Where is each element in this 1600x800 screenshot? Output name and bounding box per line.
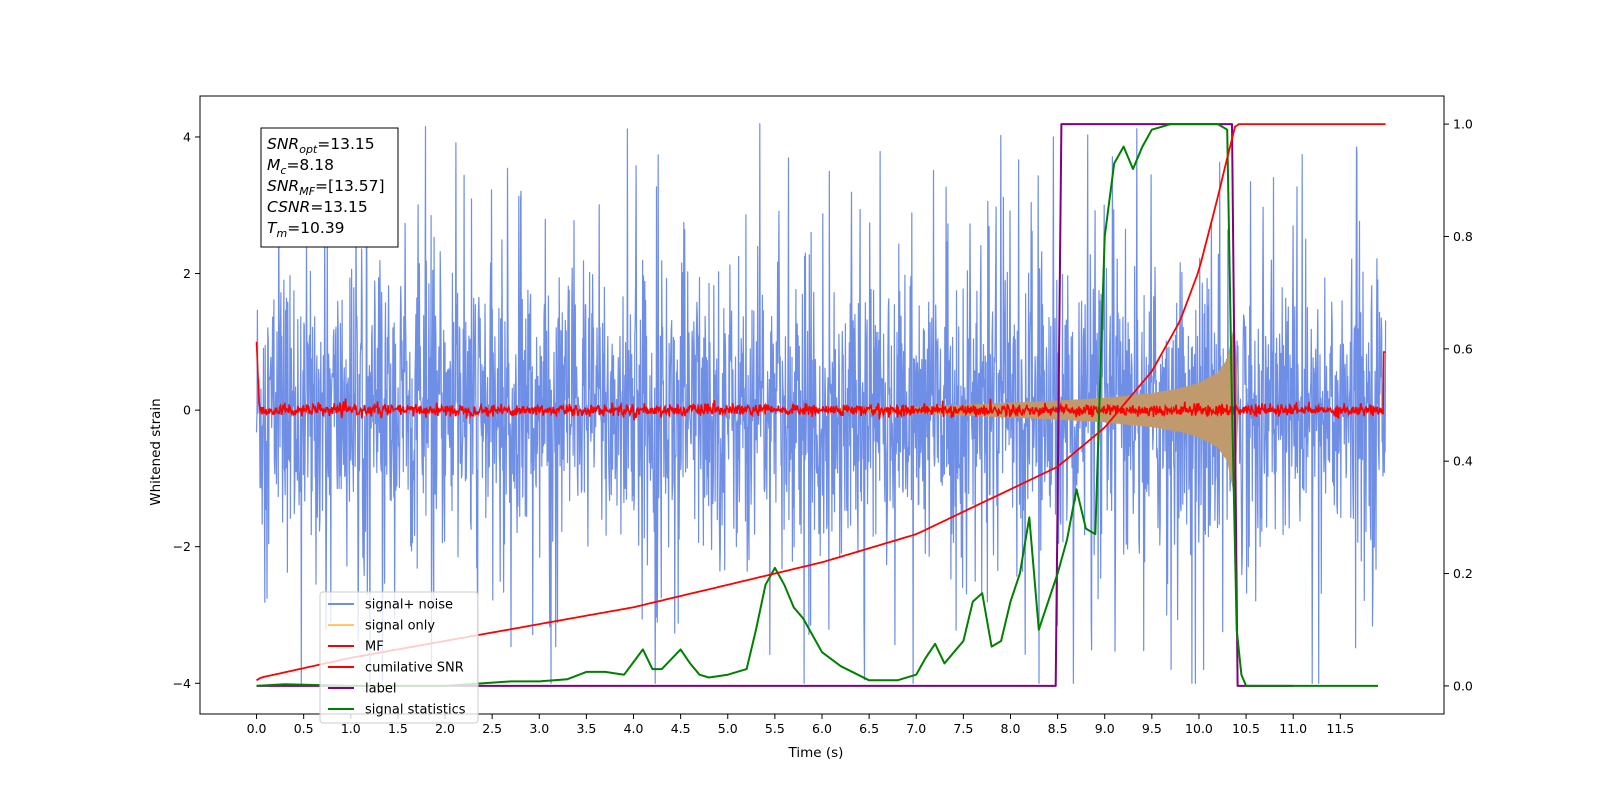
x-tick-label: 1.5 <box>388 721 408 736</box>
x-tick-label: 5.5 <box>765 721 785 736</box>
axes: 0.0 0.5 1.0 1.5 2.0 2.5 3.0 3.5 4.0 4.5 5.0 5.5 6.0 6… <box>173 95 1473 736</box>
y-right-tick-label: 0.8 <box>1453 229 1473 244</box>
x-tick-label: 6.0 <box>812 721 832 736</box>
legend-label: cumilative SNR <box>365 661 464 676</box>
x-tick-label: 4.0 <box>624 721 644 736</box>
x-tick-label: 2.0 <box>435 721 455 736</box>
x-axis-label: Time (s) <box>788 745 844 761</box>
info-box: SNRopt=13.15Mc=8.18SNRMF=[13.57]CSNR=13.… <box>260 127 399 248</box>
y-tick-label: 4 <box>183 129 191 144</box>
y-tick-label: −2 <box>173 539 191 554</box>
x-tick-label: 6.5 <box>859 721 879 736</box>
info-box-line: SNRMF=[13.57] <box>267 177 385 198</box>
legend-label: signal+ noise <box>365 598 453 613</box>
series-signal-noise-line <box>255 123 1387 684</box>
x-tick-label: 1.0 <box>341 721 361 736</box>
y-right-tick-label: 0.2 <box>1453 566 1473 581</box>
series-mf-line <box>255 341 1386 421</box>
legend-label: label <box>365 682 396 697</box>
legend: signal+ noise signal only MF cumilative SNR… <box>319 591 479 724</box>
x-tick-label: 3.0 <box>529 721 549 736</box>
y-right-tick-label: 0.6 <box>1453 341 1473 356</box>
x-tick-label: 8.0 <box>1001 721 1021 736</box>
legend-label: signal statistics <box>365 703 466 718</box>
x-tick-label: 11.5 <box>1326 721 1354 736</box>
info-box-line: SNRopt=13.15 <box>267 135 375 156</box>
legend-frame <box>319 591 479 724</box>
x-tick-label: 3.5 <box>576 721 596 736</box>
y-right-tick-label: 1.0 <box>1453 117 1473 132</box>
info-box-line: Tm=10.39 <box>267 219 345 240</box>
plot-area <box>255 123 1387 687</box>
y-axis-label: Whitened strain <box>148 398 164 505</box>
y-tick-label: 0 <box>183 403 191 418</box>
x-tick-label: 7.5 <box>953 721 973 736</box>
x-tick-label: 4.5 <box>671 721 691 736</box>
info-box-line: Mc=8.18 <box>267 156 334 177</box>
y-tick-label: 2 <box>183 266 191 281</box>
x-tick-label: 10.5 <box>1232 721 1260 736</box>
y-tick-label: −4 <box>173 676 191 691</box>
info-box-line: CSNR=13.15 <box>267 198 368 216</box>
x-tick-label: 0.0 <box>247 721 267 736</box>
x-tick-label: 9.5 <box>1142 721 1162 736</box>
x-tick-label: 9.0 <box>1095 721 1115 736</box>
legend-label: signal only <box>365 619 435 634</box>
x-tick-label: 0.5 <box>294 721 314 736</box>
x-tick-label: 5.0 <box>718 721 738 736</box>
x-tick-label: 8.5 <box>1048 721 1068 736</box>
series-signal-statistics-line <box>256 123 1378 687</box>
x-tick-label: 2.5 <box>482 721 502 736</box>
info-box-frame <box>260 127 399 248</box>
x-tick-label: 7.0 <box>906 721 926 736</box>
legend-label: MF <box>365 640 384 655</box>
x-tick-label: 11.0 <box>1279 721 1307 736</box>
x-tick-label: 10.0 <box>1185 721 1213 736</box>
y-right-tick-label: 0.0 <box>1453 678 1473 693</box>
y-right-tick-label: 0.4 <box>1453 454 1473 469</box>
